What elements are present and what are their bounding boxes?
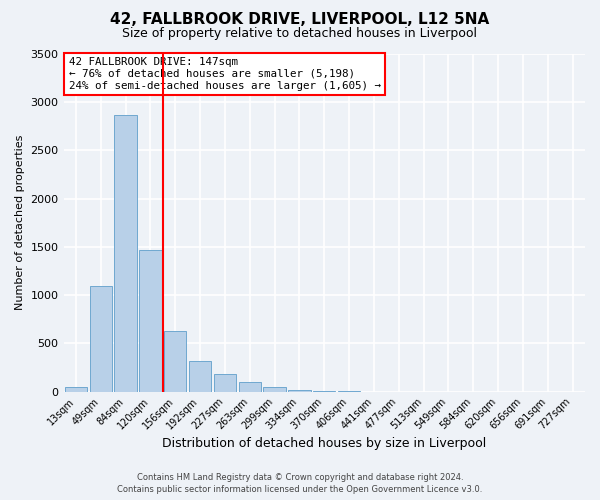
Bar bbox=[214, 374, 236, 392]
Y-axis label: Number of detached properties: Number of detached properties bbox=[15, 135, 25, 310]
Bar bbox=[189, 360, 211, 392]
Text: 42 FALLBROOK DRIVE: 147sqm
← 76% of detached houses are smaller (5,198)
24% of s: 42 FALLBROOK DRIVE: 147sqm ← 76% of deta… bbox=[69, 58, 381, 90]
Bar bbox=[164, 331, 187, 392]
Bar bbox=[239, 382, 261, 392]
Bar bbox=[89, 286, 112, 392]
Bar bbox=[115, 115, 137, 392]
Text: Contains HM Land Registry data © Crown copyright and database right 2024.
Contai: Contains HM Land Registry data © Crown c… bbox=[118, 472, 482, 494]
Bar bbox=[65, 387, 87, 392]
Bar bbox=[288, 390, 311, 392]
X-axis label: Distribution of detached houses by size in Liverpool: Distribution of detached houses by size … bbox=[162, 437, 487, 450]
Bar bbox=[263, 387, 286, 392]
Text: 42, FALLBROOK DRIVE, LIVERPOOL, L12 5NA: 42, FALLBROOK DRIVE, LIVERPOOL, L12 5NA bbox=[110, 12, 490, 28]
Bar bbox=[139, 250, 161, 392]
Text: Size of property relative to detached houses in Liverpool: Size of property relative to detached ho… bbox=[122, 28, 478, 40]
